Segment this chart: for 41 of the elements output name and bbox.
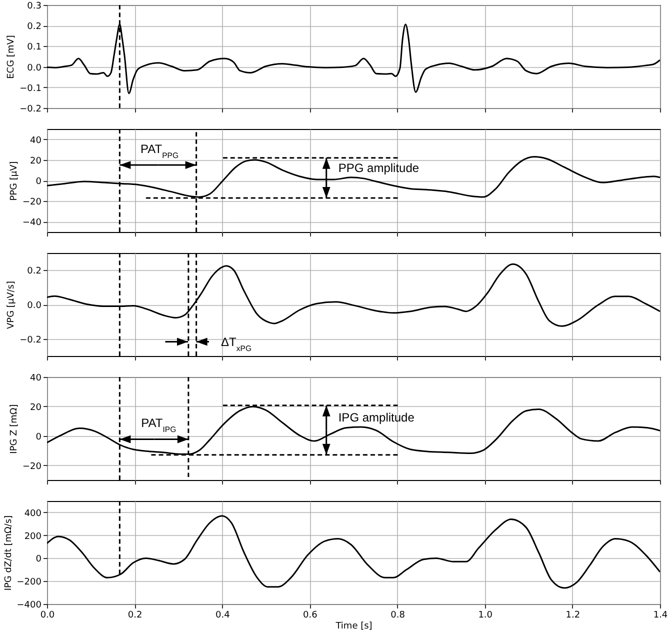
x-tick-label: 1.0 <box>478 610 493 620</box>
y-tick-label: 0 <box>36 432 42 442</box>
y-tick-label: −0.1 <box>20 84 42 94</box>
x-tick-label: 0.4 <box>215 610 230 620</box>
annotation: PPG amplitude <box>338 161 420 176</box>
y-tick-label: 0.2 <box>27 22 42 32</box>
y-tick-label: 0.0 <box>27 301 42 311</box>
y-tick-label: −20 <box>22 462 42 472</box>
y-axis-title: IPG dZ/dt [mΩ/s] <box>4 515 14 591</box>
y-tick-label: −200 <box>16 578 42 588</box>
y-axis-title: VPG [μV/s] <box>6 280 17 330</box>
y-tick-label: −40 <box>22 218 42 228</box>
x-tick-label: 1.4 <box>653 610 668 620</box>
y-axis-title: ECG [mV] <box>6 35 17 79</box>
x-axis-title: Time [s] <box>334 622 372 632</box>
x-tick-label: 0.8 <box>390 610 406 620</box>
x-tick-label: 0.6 <box>303 610 318 620</box>
y-tick-label: 400 <box>24 508 42 519</box>
y-tick-label: 200 <box>24 532 42 542</box>
y-tick-label: −20 <box>22 198 42 208</box>
annotation: IPG amplitude <box>338 410 415 425</box>
x-tick-label: 0.2 <box>128 610 142 620</box>
y-tick-label: −0.2 <box>20 104 42 114</box>
y-tick-label: 0 <box>36 177 42 187</box>
y-tick-label: −400 <box>16 600 42 610</box>
y-axis-title: IPG Z [mΩ] <box>10 404 20 454</box>
y-tick-label: −0.2 <box>20 335 42 346</box>
y-tick-label: 0 <box>36 554 42 565</box>
x-tick-label: 1.2 <box>566 610 580 620</box>
y-axis-title: PPG [μV] <box>10 161 20 201</box>
annotation: ΔT$_{xPG}$ <box>221 334 252 352</box>
y-tick-label: 20 <box>30 156 42 166</box>
y-tick-label: 0.2 <box>27 266 42 277</box>
y-tick-label: 0.0 <box>27 63 42 74</box>
annotation: PAT$_{IPG}$ <box>141 416 176 434</box>
y-tick-label: 0.3 <box>27 2 42 12</box>
y-tick-label: 40 <box>30 374 42 384</box>
y-tick-label: 40 <box>30 136 42 146</box>
y-tick-label: 20 <box>30 402 42 413</box>
annotation: PAT$_{PPG}$ <box>140 142 179 160</box>
y-tick-label: 0.1 <box>27 42 42 53</box>
